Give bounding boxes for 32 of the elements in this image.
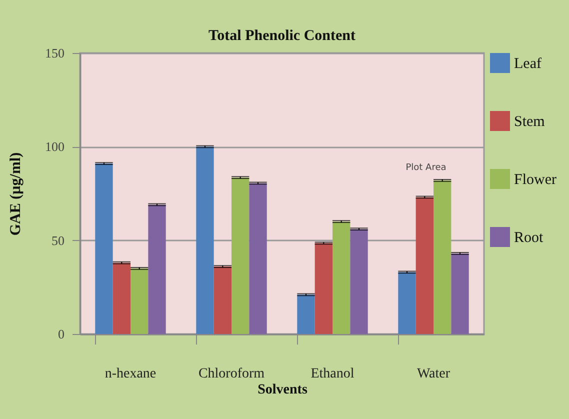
x-tick-label: n-hexane <box>104 366 156 382</box>
bar <box>95 164 113 334</box>
bar <box>148 204 166 334</box>
legend-label: Leaf <box>514 56 542 72</box>
x-tick-label: Ethanol <box>310 366 354 382</box>
y-tick-label: 50 <box>52 232 64 248</box>
legend-label: Stem <box>514 114 546 130</box>
x-axis-title: Solvents <box>258 382 308 398</box>
bar <box>350 229 368 334</box>
bar <box>130 268 148 334</box>
bar <box>434 180 452 334</box>
chart-title: Total Phenolic Content <box>208 28 356 44</box>
x-tick-label: Water <box>416 366 450 382</box>
bar <box>112 262 130 334</box>
bar <box>398 272 416 334</box>
x-tick-label: Chloroform <box>198 366 265 382</box>
bar <box>416 197 434 334</box>
y-tick-label: 150 <box>45 46 64 60</box>
y-tick-label: 100 <box>45 139 64 154</box>
bar <box>297 294 315 334</box>
bar <box>332 222 350 334</box>
bar <box>314 243 332 334</box>
legend-label: Root <box>514 230 544 246</box>
legend-label: Flower <box>514 172 556 188</box>
bar <box>214 266 232 334</box>
y-axis-title: GAE (µg/ml) <box>8 152 24 236</box>
bar <box>196 146 214 334</box>
y-tick-label: 0 <box>58 326 64 342</box>
bar <box>232 178 250 334</box>
annotation: Plot Area <box>406 163 446 173</box>
bar <box>249 183 267 334</box>
bar <box>451 253 469 334</box>
